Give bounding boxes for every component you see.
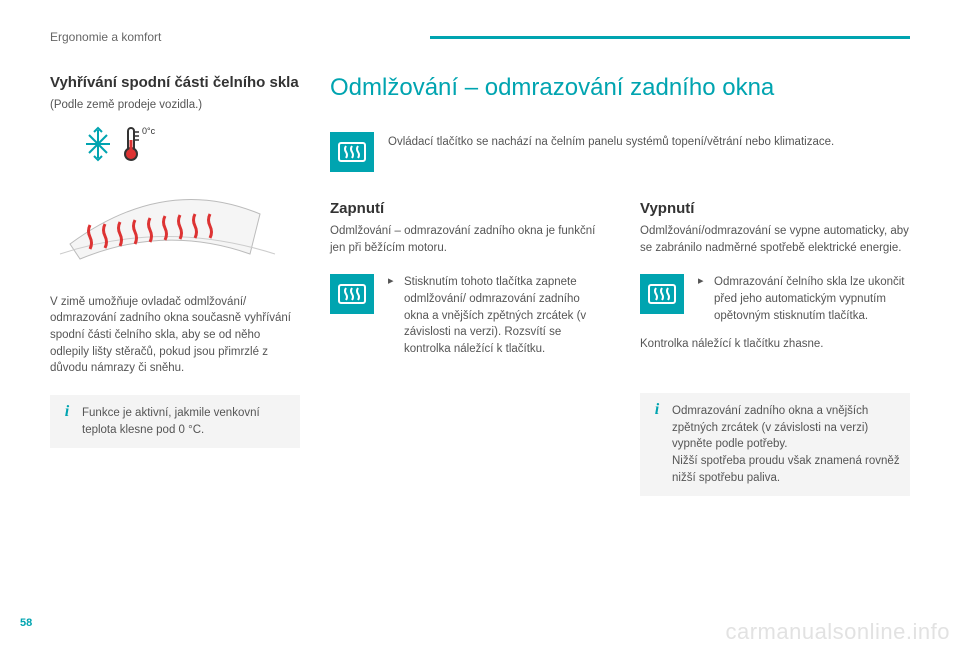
info-icon: i: [60, 405, 74, 419]
off-title: Vypnutí: [640, 200, 910, 217]
on-off-columns: Zapnutí Odmlžování – odmrazování zadního…: [330, 200, 910, 496]
defrost-icon-tile: [330, 132, 374, 172]
page-number: 58: [20, 617, 32, 629]
off-action-row: Odmrazování čelního skla lze ukončit pře…: [640, 274, 910, 324]
info-note-right: i Odmrazování zadního okna a vnějších zp…: [640, 393, 910, 496]
main-column: Odmlžování – odmrazování zadního okna Ov…: [330, 74, 910, 496]
off-lead: Odmlžování/odmrazování se vypne automati…: [640, 223, 910, 256]
windshield-illustration: 0°c: [50, 124, 280, 274]
left-subtitle: (Podle země prodeje vozidla.): [50, 97, 300, 114]
info-text: Funkce je aktivní, jakmile venkovní tepl…: [82, 407, 260, 436]
on-column: Zapnutí Odmlžování – odmrazování zadního…: [330, 200, 600, 496]
windshield-graphic: [50, 154, 280, 274]
intro-text: Ovládací tlačítko se nachází na čelním p…: [388, 132, 910, 172]
defrost-icon-tile: [330, 274, 374, 314]
main-title: Odmlžování – odmrazování zadního okna: [330, 74, 910, 102]
info-note-left: i Funkce je aktivní, jakmile venkovní te…: [50, 395, 300, 448]
intro-row: Ovládací tlačítko se nachází na čelním p…: [330, 132, 910, 172]
page-header: Ergonomie a komfort: [50, 30, 910, 44]
left-title: Vyhřívání spodní části čelního skla: [50, 74, 300, 91]
left-column: Vyhřívání spodní části čelního skla (Pod…: [50, 74, 300, 496]
info-text: Odmrazování zadního okna a vnějších zpět…: [672, 405, 900, 484]
off-after: Kontrolka náležící k tlačítku zhasne.: [640, 336, 910, 353]
rear-defrost-icon: [337, 140, 367, 164]
on-title: Zapnutí: [330, 200, 600, 217]
left-body: V zimě umožňuje ovladač odmlžování/ odmr…: [50, 294, 300, 377]
off-action-text: Odmrazování čelního skla lze ukončit pře…: [698, 274, 910, 324]
rear-defrost-icon: [337, 282, 367, 306]
page: Ergonomie a komfort Vyhřívání spodní čás…: [0, 0, 960, 649]
defrost-icon-tile: [640, 274, 684, 314]
info-icon: i: [650, 403, 664, 417]
section-label: Ergonomie a komfort: [50, 30, 430, 44]
thermo-label: 0°c: [142, 126, 156, 136]
content-area: Vyhřívání spodní části čelního skla (Pod…: [50, 74, 910, 496]
watermark: carmanualsonline.info: [725, 619, 950, 645]
on-action-text: Stisknutím tohoto tlačítka zapnete odmlž…: [388, 274, 600, 357]
on-lead: Odmlžování – odmrazování zadního okna je…: [330, 223, 600, 256]
off-column: Vypnutí Odmlžování/odmrazování se vypne …: [640, 200, 910, 496]
rear-defrost-icon: [647, 282, 677, 306]
on-action-row: Stisknutím tohoto tlačítka zapnete odmlž…: [330, 274, 600, 357]
header-rule: [430, 36, 910, 39]
